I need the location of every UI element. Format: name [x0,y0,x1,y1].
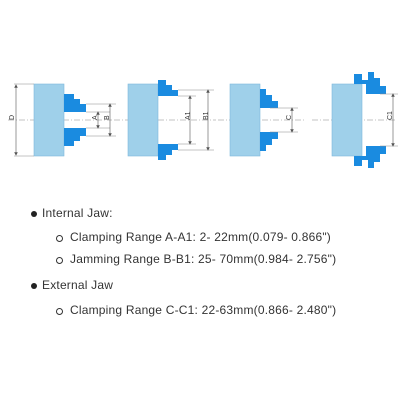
chuck-body-2 [127,83,159,157]
panel-4-external-clamping-large: C1 [312,72,398,168]
label-c1: C1 [387,111,394,120]
jaw-lower-4 [354,146,386,168]
jaw-upper-4 [354,72,386,94]
panel-1-internal-clamping-small: D A B [8,83,116,157]
jaw-diagram: D A B A1 B1 C [8,72,398,168]
jaw-lower-1 [64,128,86,146]
bullet-filled [31,283,37,289]
internal-clamping-range: Clamping Range A-A1: 2- 22mm(0.079- 0.86… [70,230,331,244]
bullet-hollow [56,235,63,242]
jaw-lower-3 [260,132,278,151]
internal-jaw-heading: Internal Jaw: [42,206,113,220]
external-clamping-range: Clamping Range C-C1: 22-63mm(0.866- 2.48… [70,303,337,317]
jaw-upper-2 [158,80,178,96]
label-d: D [9,115,16,120]
panel-2-internal-clamping-large: A1 B1 [114,80,216,160]
chuck-body-3 [229,83,261,157]
bullet-filled [31,211,37,217]
jaw-lower-2 [158,144,178,160]
jaw-upper-3 [260,89,278,108]
label-c: C [286,115,293,120]
label-b1: B1 [203,111,210,120]
panel-3-external-clamping-small: C [218,83,306,157]
chuck-body-1 [33,83,65,157]
bullet-hollow [56,308,63,315]
label-a1: A1 [185,111,192,120]
label-a: A [92,115,99,120]
bullet-hollow [56,257,63,264]
jaw-upper-1 [64,94,86,112]
external-jaw-heading: External Jaw [42,278,114,292]
chuck-body-4 [331,83,363,157]
label-b: B [104,115,111,120]
internal-jamming-range: Jamming Range B-B1: 25- 70mm(0.984- 2.75… [70,252,337,266]
